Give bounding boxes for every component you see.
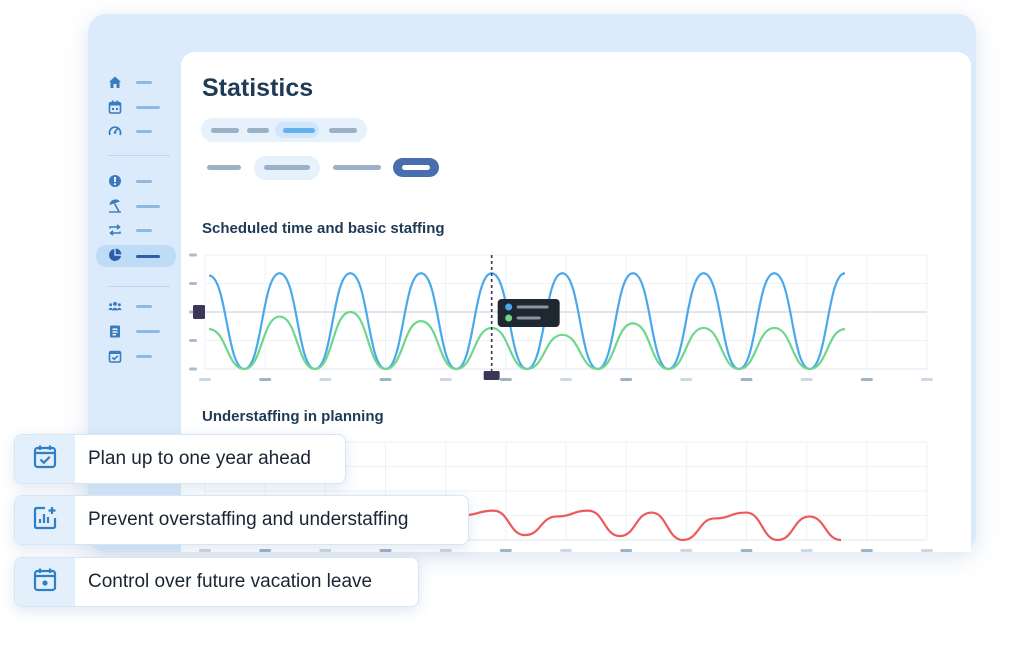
x-tick-label: [199, 378, 211, 381]
dashboard-gauge-icon: [108, 124, 122, 138]
x-tick-label: [319, 378, 332, 381]
y-tick-label: [189, 367, 197, 371]
feature-card-staffing-balance: Prevent overstaffing and understaffing: [14, 495, 469, 545]
x-tick-label: [319, 549, 332, 552]
x-tick-label: [860, 549, 873, 552]
range-chip-active[interactable]: [393, 158, 439, 177]
sidebar-item-label: [136, 106, 160, 109]
x-tick-label: [439, 549, 452, 552]
page-title: Statistics: [202, 74, 314, 102]
y-tick-label: [189, 282, 197, 285]
x-tick-label: [560, 549, 572, 552]
sidebar-item-label: [136, 229, 152, 232]
sidebar-item-label: [136, 180, 152, 183]
feature-card-vacation-control: Control over future vacation leave: [14, 557, 419, 607]
x-tick-label: [259, 549, 272, 552]
feature-icon-box: [15, 435, 75, 483]
range-chip-label: [264, 165, 310, 170]
calendar-day-icon: [31, 566, 59, 599]
clipboard-icon: [108, 324, 122, 338]
understaffing-chart-title: Understaffing in planning: [202, 408, 384, 425]
tooltip-value: [516, 316, 541, 320]
x-tick-label: [560, 378, 572, 381]
pie-chart-icon: [108, 248, 122, 262]
sidebar-item-shift-swap[interactable]: [96, 220, 176, 240]
range-chip[interactable]: [254, 156, 320, 180]
staffing-chart-title: Scheduled time and basic staffing: [202, 220, 445, 237]
x-tick-label: [499, 549, 512, 552]
x-tick-label: [499, 378, 512, 381]
sidebar-item-label: [136, 330, 160, 333]
sidebar-item-label: [136, 355, 152, 358]
tooltip-series-dot: [505, 314, 513, 322]
tooltip-series-dot: [505, 303, 513, 311]
segment-option[interactable]: [247, 128, 269, 133]
sidebar-divider: [108, 286, 170, 287]
calendar-check-icon: [108, 349, 122, 363]
sidebar-divider: [108, 155, 170, 156]
y-tick-label: [189, 253, 197, 257]
team-icon: [108, 299, 122, 313]
sidebar-item-label: [136, 81, 152, 84]
range-chip[interactable]: [207, 165, 241, 170]
sidebar-item-statistics[interactable]: [96, 245, 176, 267]
beach-umbrella-icon: [108, 199, 122, 213]
swap-icon: [108, 223, 122, 237]
sidebar-item-calendar[interactable]: [96, 97, 176, 117]
staffing-chart[interactable]: [189, 247, 961, 399]
y-range-handle: [193, 305, 205, 319]
x-tick-label: [800, 378, 813, 381]
feature-label: Prevent overstaffing and understaffing: [88, 509, 409, 530]
hover-tooltip: [497, 299, 560, 327]
sidebar-item-team[interactable]: [96, 296, 176, 316]
series-line: [208, 310, 846, 371]
sidebar-item-dashboard[interactable]: [96, 121, 176, 141]
feature-icon-box: [15, 558, 75, 606]
calendar-icon: [108, 100, 122, 114]
sidebar-item-label: [136, 255, 160, 258]
x-tick-label: [680, 549, 693, 552]
x-tick-label: [921, 378, 933, 381]
segment-option[interactable]: [211, 128, 239, 133]
x-tick-label: [379, 549, 392, 552]
segment-option[interactable]: [329, 128, 357, 133]
sidebar-item-home[interactable]: [96, 72, 176, 92]
sidebar: [88, 14, 184, 552]
view-segmented-control: [201, 118, 367, 142]
x-tick-label: [740, 378, 753, 381]
calendar-check-icon: [31, 443, 59, 476]
sidebar-item-label: [136, 205, 160, 208]
feature-label: Plan up to one year ahead: [88, 448, 311, 469]
x-tick-label: [259, 378, 272, 381]
x-tick-label: [800, 549, 813, 552]
tooltip-box: [497, 299, 560, 327]
range-chip[interactable]: [333, 165, 381, 170]
feature-label: Control over future vacation leave: [88, 571, 373, 592]
x-tick-label: [620, 549, 633, 552]
x-tick-label: [921, 549, 933, 552]
sidebar-item-alerts[interactable]: [96, 171, 176, 191]
tooltip-value: [516, 305, 549, 309]
segment-option-selected[interactable]: [283, 128, 315, 133]
x-tick-label: [740, 549, 753, 552]
x-tick-label: [439, 378, 452, 381]
sidebar-item-label: [136, 305, 152, 308]
x-tick-label: [620, 378, 633, 381]
cursor-handle: [483, 371, 500, 380]
sidebar-item-reports[interactable]: [96, 321, 176, 341]
y-tick-label: [189, 339, 197, 342]
x-tick-label: [379, 378, 392, 381]
feature-icon-box: [15, 496, 75, 544]
x-tick-label: [860, 378, 873, 381]
x-tick-label: [199, 549, 211, 552]
sidebar-item-approvals[interactable]: [96, 346, 176, 366]
sidebar-item-label: [136, 130, 152, 133]
x-tick-label: [680, 378, 693, 381]
feature-card-plan-ahead: Plan up to one year ahead: [14, 434, 346, 484]
home-icon: [108, 75, 122, 89]
bar-chart-plus-icon: [31, 504, 59, 537]
alert-icon: [108, 174, 122, 188]
sidebar-item-vacation[interactable]: [96, 196, 176, 216]
